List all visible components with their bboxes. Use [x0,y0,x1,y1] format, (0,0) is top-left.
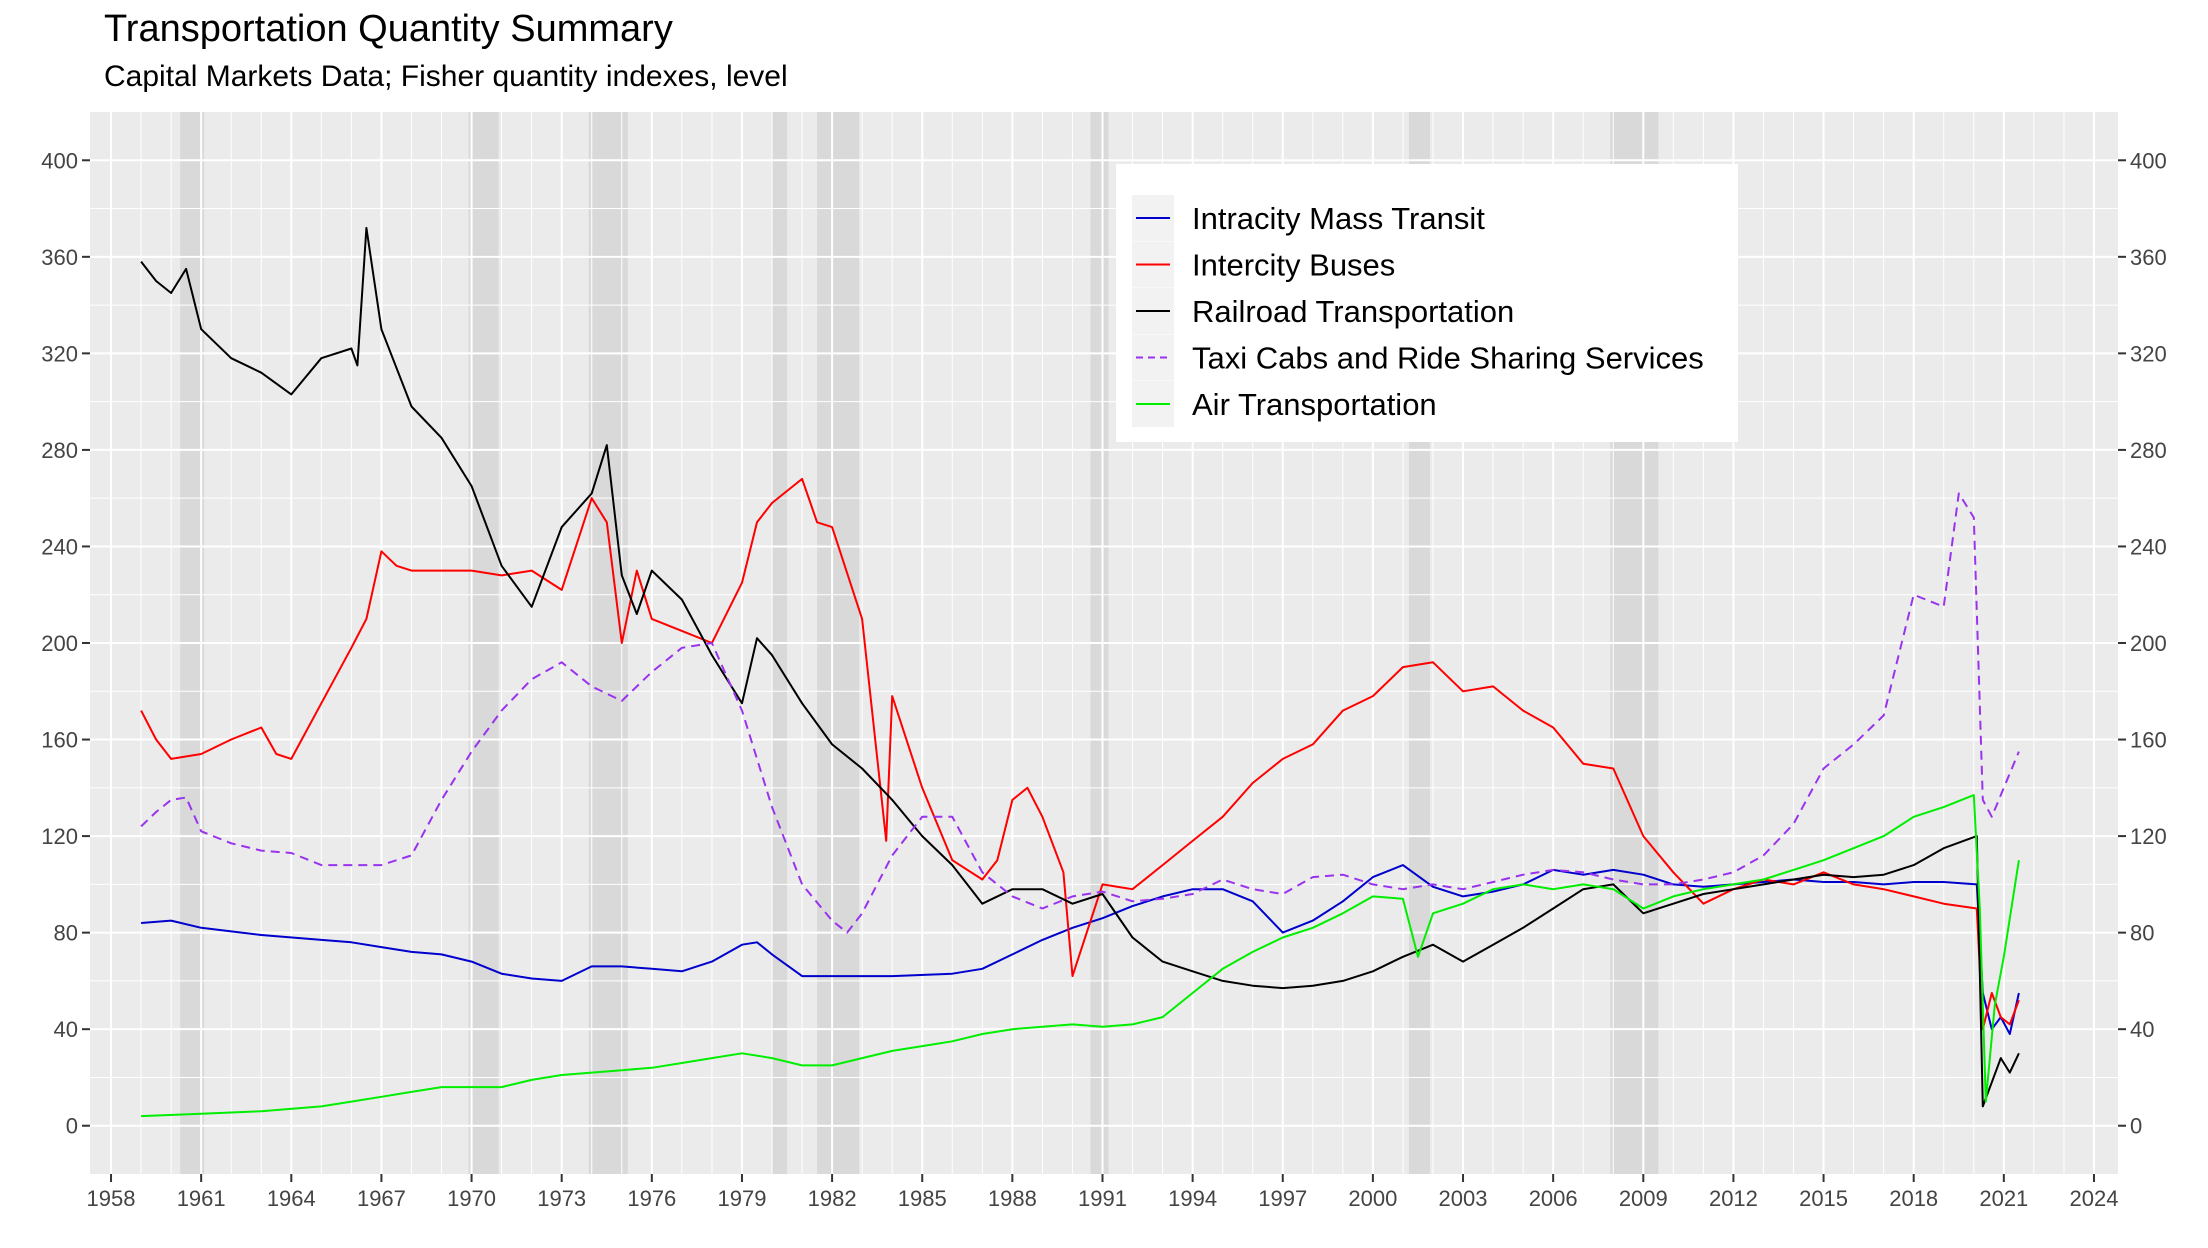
x-tick-label: 2024 [2069,1186,2118,1211]
y-tick-label-left: 120 [41,824,78,849]
x-tick-label: 2012 [1709,1186,1758,1211]
chart-subtitle: Capital Markets Data; Fisher quantity in… [104,60,788,93]
x-tick-label: 1988 [988,1186,1037,1211]
y-tick-label-right: 40 [2130,1017,2154,1042]
y-tick-label-left: 240 [41,534,78,559]
y-tick-label-left: 280 [41,438,78,463]
legend: Intracity Mass Transit Intercity Buses Rai… [1116,164,1738,442]
x-tick-label: 2000 [1348,1186,1397,1211]
y-tick-label-right: 160 [2130,728,2167,753]
x-tick-label: 1982 [808,1186,857,1211]
x-tick-label: 1961 [177,1186,226,1211]
legend-box [1116,164,1738,442]
x-tick-label: 1976 [627,1186,676,1211]
x-tick-label: 1964 [267,1186,316,1211]
series-line-2 [140,226,2020,1108]
x-tick-label: 1994 [1168,1186,1217,1211]
y-tick-label-right: 120 [2130,824,2167,849]
y-tick-label-right: 320 [2130,341,2167,366]
x-tick-label: 1997 [1258,1186,1307,1211]
x-tick-label: 1985 [898,1186,947,1211]
y-tick-label-right: 200 [2130,631,2167,656]
y-tick-label-right: 80 [2130,921,2154,946]
chart-title: Transportation Quantity Summary [104,8,673,50]
y-tick-label-right: 280 [2130,438,2167,463]
x-tick-label: 1973 [537,1186,586,1211]
legend-label-0: Intracity Mass Transit [1192,201,1485,236]
x-tick-label: 1970 [447,1186,496,1211]
legend-label-1: Intercity Buses [1192,248,1395,283]
x-tick-label: 1958 [87,1186,136,1211]
legend-label-3: Taxi Cabs and Ride Sharing Services [1192,341,1704,376]
y-tick-label-left: 0 [66,1114,78,1139]
series-lines [140,226,2020,1118]
y-tick-label-left: 320 [41,341,78,366]
x-tick-label: 2006 [1529,1186,1578,1211]
y-tick-label-right: 0 [2130,1114,2142,1139]
x-tick-label: 1991 [1078,1186,1127,1211]
y-tick-label-left: 360 [41,245,78,270]
y-tick-label-left: 80 [54,921,78,946]
series-line-3 [140,492,2020,934]
y-tick-label-left: 160 [41,728,78,753]
x-tick-label: 2003 [1439,1186,1488,1211]
x-tick-label: 2018 [1889,1186,1938,1211]
y-tick-label-left: 200 [41,631,78,656]
x-tick-label: 2015 [1799,1186,1848,1211]
legend-label-4: Air Transportation [1192,387,1437,422]
y-tick-label-left: 40 [54,1017,78,1042]
y-tick-label-right: 400 [2130,148,2167,173]
legend-label-2: Railroad Transportation [1192,294,1514,329]
x-tick-label: 2009 [1619,1186,1668,1211]
y-tick-label-right: 240 [2130,534,2167,559]
y-tick-label-left: 400 [41,148,78,173]
axes: 0 0 40 40 80 80 120 120 160 160 200 200 240 240 280 280… [41,148,2166,1211]
series-line-4 [141,794,2020,1118]
x-tick-label: 1979 [717,1186,766,1211]
x-tick-label: 2021 [1979,1186,2028,1211]
y-tick-label-right: 360 [2130,245,2167,270]
x-tick-label: 1967 [357,1186,406,1211]
series-line-0 [141,864,2020,1035]
